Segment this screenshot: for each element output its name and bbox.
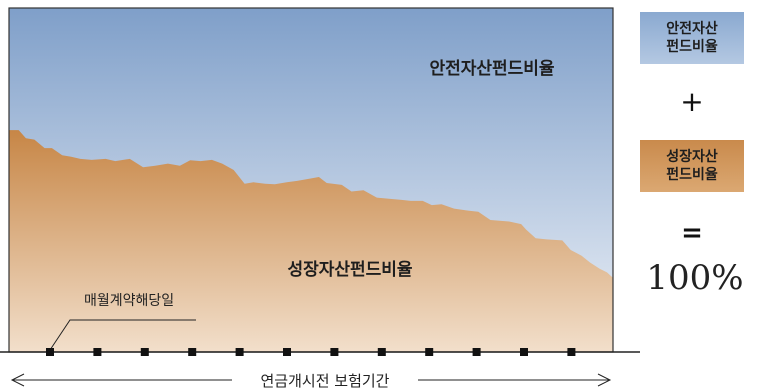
monthly-date-leader-line — [49, 319, 196, 351]
monthly-marker — [377, 348, 386, 356]
monthly-markers — [46, 348, 576, 356]
monthly-marker — [472, 348, 481, 356]
growth-fund-ratio-label: 성장자산펀드비율 — [287, 260, 412, 280]
period-label: 연금개시전 보험기간 — [261, 372, 390, 390]
total-percent: 100% — [646, 258, 744, 298]
period-arrow-right-head — [597, 373, 612, 387]
monthly-marker — [567, 348, 576, 356]
monthly-marker — [93, 348, 102, 356]
growth-fund-region — [9, 130, 613, 352]
monthly-marker — [283, 348, 291, 356]
growth-legend-line1: 성장자산 — [666, 149, 718, 165]
period-arrow: 연금개시전 보험기간 — [10, 372, 612, 390]
monthly-marker — [330, 348, 339, 356]
fund-ratio-diagram: 안전자산펀드비율 성장자산펀드비율 매월계약해당일 연금개시전 보험기간 — [0, 7, 640, 390]
period-arrow-left-head — [10, 373, 25, 387]
monthly-marker — [235, 348, 244, 356]
monthly-marker — [188, 348, 197, 356]
monthly-marker — [140, 348, 149, 356]
growth-legend-line2: 펀드비율 — [666, 167, 718, 183]
equals-sign: = — [681, 218, 703, 248]
monthly-date-label: 매월계약해당일 — [84, 293, 174, 309]
plus-sign: + — [680, 85, 704, 118]
monthly-marker — [520, 348, 528, 356]
monthly-marker — [425, 348, 434, 356]
safe-legend-line1: 안전자산 — [666, 21, 718, 37]
safe-legend-line2: 펀드비율 — [666, 39, 718, 55]
growth-fund-legend-box: 성장자산 펀드비율 — [640, 140, 744, 192]
monthly-marker — [46, 348, 54, 356]
safe-fund-ratio-label: 안전자산펀드비율 — [429, 59, 554, 79]
safe-fund-legend-box: 안전자산 펀드비율 — [640, 12, 744, 64]
